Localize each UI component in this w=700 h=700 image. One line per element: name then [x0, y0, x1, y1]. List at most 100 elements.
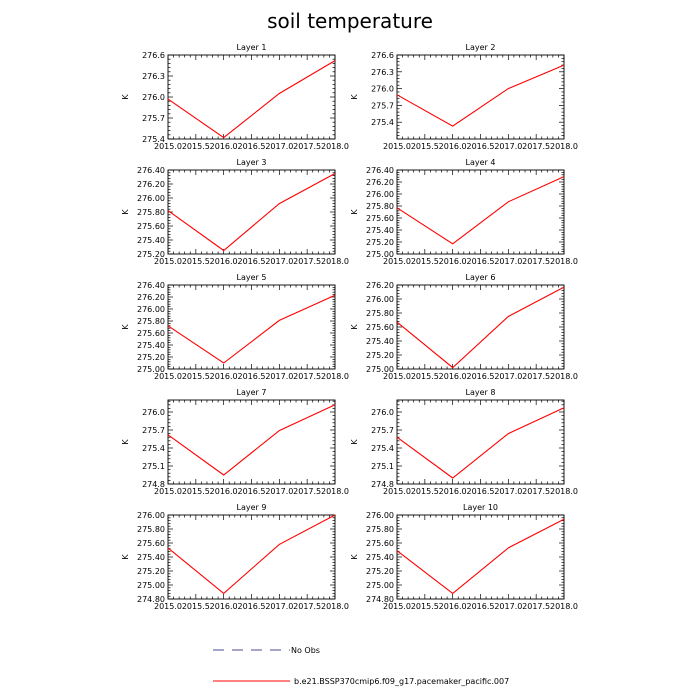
panel-title: Layer 4: [466, 158, 496, 167]
x-tick-label: 2015.5: [411, 142, 439, 151]
x-tick-label: 2018.0: [321, 372, 349, 381]
x-tick-label: 2015.0: [154, 372, 182, 381]
y-tick-label: 275.00: [366, 581, 394, 590]
x-tick-label: 2017.0: [265, 372, 293, 381]
y-tick-label: 275.80: [137, 208, 165, 217]
y-tick-label: 275.60: [137, 222, 165, 231]
x-tick-label: 2018.0: [550, 142, 578, 151]
x-tick-label: 2017.0: [494, 487, 522, 496]
y-tick-label: 275.40: [137, 553, 165, 562]
y-tick-label: 276.6: [142, 51, 165, 60]
y-tick-label: 275.1: [142, 462, 165, 471]
y-tick-label: 276.0: [142, 408, 165, 417]
panel-title: Layer 2: [466, 43, 496, 52]
y-tick-label: 275.80: [366, 202, 394, 211]
y-tick-label: 275.20: [137, 250, 165, 259]
y-tick-label: 275.60: [137, 329, 165, 338]
x-tick-label: 2018.0: [321, 142, 349, 151]
y-tick-label: 275.60: [137, 539, 165, 548]
y-axis-label: K: [121, 439, 130, 445]
y-axis-label: K: [350, 324, 359, 330]
series-line: [167, 173, 336, 252]
y-tick-label: 276.00: [137, 194, 165, 203]
y-tick-label: 275.7: [142, 426, 165, 435]
x-tick-label: 2017.0: [265, 602, 293, 611]
y-tick-label: 276.3: [142, 72, 165, 81]
y-tick-label: 275.20: [366, 351, 394, 360]
x-tick-label: 2016.0: [210, 602, 238, 611]
y-tick-label: 275.80: [137, 317, 165, 326]
x-tick-label: 2015.5: [182, 372, 210, 381]
y-tick-label: 275.7: [371, 101, 394, 110]
x-tick-label: 2015.0: [383, 257, 411, 266]
y-tick-label: 276.00: [366, 190, 394, 199]
y-tick-label: 275.00: [137, 581, 165, 590]
x-tick-label: 2016.0: [210, 372, 238, 381]
y-tick-label: 274.8: [142, 480, 165, 489]
y-tick-label: 274.80: [366, 595, 394, 604]
series-line: [396, 64, 565, 127]
x-tick-label: 2015.0: [154, 602, 182, 611]
y-tick-label: 274.8: [371, 480, 394, 489]
y-tick-label: 276.40: [137, 166, 165, 175]
series-line: [396, 407, 565, 479]
x-tick-label: 2016.5: [467, 257, 495, 266]
y-tick-label: 275.40: [366, 337, 394, 346]
y-tick-label: 276.20: [366, 281, 394, 290]
x-tick-label: 2015.5: [411, 602, 439, 611]
x-tick-label: 2015.0: [154, 487, 182, 496]
y-tick-label: 275.20: [137, 353, 165, 362]
x-tick-label: 2016.0: [210, 142, 238, 151]
x-tick-label: 2018.0: [550, 487, 578, 496]
y-tick-label: 276.3: [371, 68, 394, 77]
x-tick-label: 2016.5: [238, 257, 266, 266]
x-tick-label: 2015.0: [154, 142, 182, 151]
y-axis-label: K: [121, 324, 130, 330]
y-tick-label: 275.1: [371, 462, 394, 471]
series-line: [396, 518, 565, 595]
y-tick-label: 276.0: [142, 93, 165, 102]
x-tick-label: 2016.5: [467, 142, 495, 151]
y-tick-label: 275.20: [366, 238, 394, 247]
x-tick-label: 2015.0: [383, 372, 411, 381]
y-tick-label: 275.40: [366, 553, 394, 562]
y-axis-label: K: [350, 439, 359, 445]
x-tick-label: 2015.5: [411, 257, 439, 266]
panel-title: Layer 10: [463, 503, 498, 512]
y-tick-label: 276.20: [137, 293, 165, 302]
x-tick-label: 2017.0: [494, 257, 522, 266]
y-axis-label: K: [121, 209, 130, 215]
x-tick-label: 2015.5: [182, 257, 210, 266]
y-tick-label: 275.4: [142, 135, 165, 144]
x-tick-label: 2016.0: [210, 257, 238, 266]
x-tick-label: 2017.5: [293, 487, 321, 496]
y-tick-label: 275.40: [366, 226, 394, 235]
y-tick-label: 276.20: [366, 178, 394, 187]
x-tick-label: 2015.5: [411, 372, 439, 381]
panel-title: Layer 8: [466, 388, 496, 397]
x-tick-label: 2018.0: [321, 487, 349, 496]
y-tick-label: 276.40: [137, 281, 165, 290]
legend: No Obs b.e21.BSSP370cmip6.f09_g17.pacema…: [213, 646, 509, 686]
x-tick-label: 2015.0: [383, 602, 411, 611]
y-axis-label: K: [350, 554, 359, 560]
y-axis-label: K: [350, 209, 359, 215]
y-tick-label: 275.4: [371, 118, 394, 127]
x-tick-label: 2017.0: [494, 372, 522, 381]
x-tick-label: 2016.0: [210, 487, 238, 496]
series-line: [167, 514, 336, 595]
y-tick-label: 275.4: [371, 444, 394, 453]
x-tick-label: 2016.5: [467, 487, 495, 496]
legend-obs-label: No Obs: [291, 646, 320, 655]
panel-title: Layer 1: [237, 43, 267, 52]
x-tick-label: 2015.0: [383, 487, 411, 496]
y-tick-label: 276.00: [366, 511, 394, 520]
y-tick-label: 275.80: [137, 525, 165, 534]
x-tick-label: 2015.5: [182, 142, 210, 151]
x-tick-label: 2017.5: [522, 372, 550, 381]
